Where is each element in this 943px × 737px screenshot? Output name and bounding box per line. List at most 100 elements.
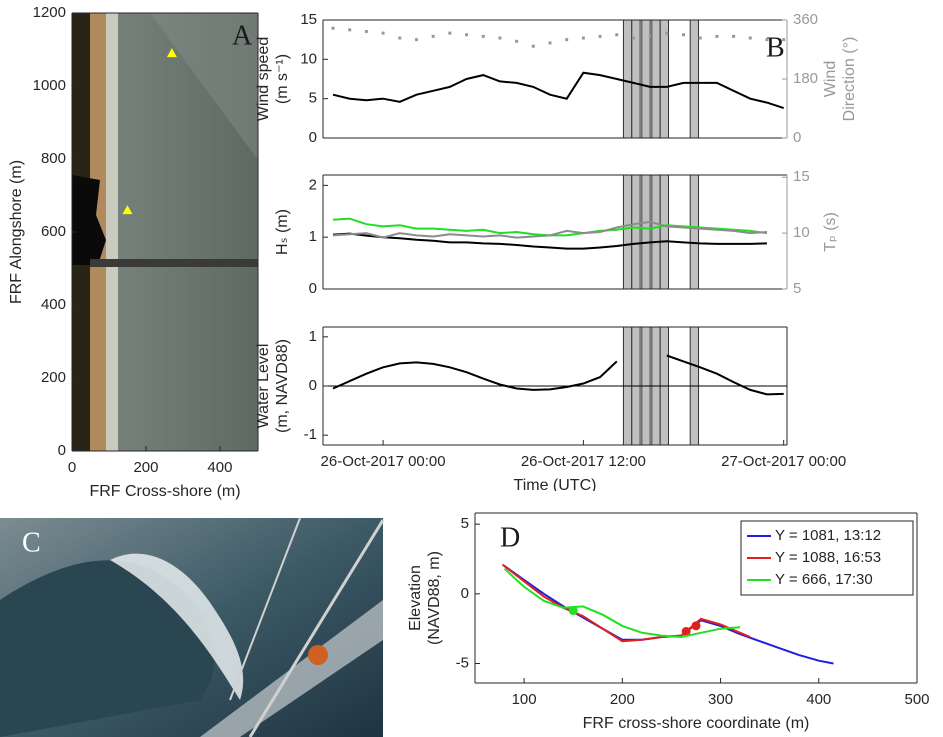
- marker: [531, 44, 535, 48]
- y-tick-label: -1: [304, 426, 317, 443]
- y-tick-label: 600: [41, 223, 66, 240]
- marker: [565, 38, 569, 42]
- y-tick-label: 0: [309, 377, 317, 394]
- point-marker: [691, 621, 701, 631]
- x-tick-label: 26-Oct-2017 00:00: [321, 453, 446, 470]
- marker: [548, 41, 552, 45]
- aerial-photo: [72, 13, 258, 451]
- y-axis-label: Elevation: [407, 565, 424, 631]
- marker: [648, 34, 652, 38]
- shaded-interval: [659, 19, 669, 139]
- y-tick-label: 200: [41, 369, 66, 386]
- plot-area: [331, 19, 786, 139]
- y2-tick-label: 5: [793, 280, 801, 297]
- x-axis-label: Time (UTC): [514, 477, 597, 494]
- x-tick-label: 400: [207, 459, 232, 476]
- legend-label: Y = 666, 17:30: [775, 571, 873, 588]
- marker: [481, 34, 485, 38]
- series-line: [503, 567, 741, 639]
- y-tick-label: 1: [309, 328, 317, 345]
- panel-label: A: [232, 20, 253, 51]
- legend-label: Y = 1081, 13:12: [775, 527, 881, 544]
- x-tick-label: 0: [68, 459, 76, 476]
- marker: [166, 48, 177, 58]
- marker: [631, 36, 635, 40]
- plot-area: [122, 48, 177, 215]
- panel: C: [22, 527, 41, 558]
- marker: [431, 34, 435, 38]
- x-tick-label: 500: [904, 691, 929, 708]
- y2-tick-label: 0: [793, 129, 801, 146]
- series-line: [332, 220, 768, 239]
- marker: [381, 31, 385, 35]
- y2-tick-label: 10: [793, 224, 810, 241]
- y-axis-label: Wind speed: [255, 37, 272, 122]
- y-tick-label: 15: [300, 11, 317, 28]
- marker: [732, 34, 736, 38]
- point-marker: [681, 626, 691, 636]
- panel: D -5 0 5 100 200 300 400 500 FRF cross-shore coor…: [407, 512, 930, 732]
- y-tick-label: 0: [309, 129, 317, 146]
- shaded-interval: [651, 174, 661, 290]
- y-tick-label: 800: [41, 150, 66, 167]
- shaded-interval: [622, 19, 633, 139]
- y2-axis-label: Wind: [822, 61, 839, 97]
- marker: [665, 31, 669, 35]
- shaded-interval: [689, 174, 700, 290]
- series-line: [332, 354, 784, 396]
- x-tick-label: 300: [708, 691, 733, 708]
- y-axis-label: (NAVD88, m): [426, 551, 443, 645]
- marker: [615, 33, 619, 37]
- marker: [715, 34, 719, 38]
- marker: [698, 36, 702, 40]
- marker: [398, 36, 402, 40]
- panel: A 0 200 400 600 800 1000 1200 0 200 400 FRF Cross-s…: [8, 4, 259, 500]
- y-axis-label: (m, NAVD88): [274, 339, 291, 433]
- marker: [515, 39, 519, 43]
- marker: [364, 29, 368, 33]
- panel: B 0 5 10 15 0 180 360 Wind speed (m s⁻¹) Wind Direc…: [255, 11, 858, 146]
- x-tick-label: 100: [512, 691, 537, 708]
- y2-axis-label: Tₚ (s): [822, 212, 839, 252]
- shaded-interval: [689, 19, 700, 139]
- marker: [782, 38, 786, 42]
- marker: [598, 34, 602, 38]
- y2-tick-label: 360: [793, 11, 818, 28]
- panel-label: D: [500, 522, 520, 553]
- panel: 0 1 2 5 10 15 Hₛ (m) Tₚ (s): [274, 168, 839, 297]
- series-line: [332, 71, 785, 110]
- wave-photo: [0, 517, 385, 737]
- y-tick-label: 0: [58, 442, 66, 459]
- shaded-interval: [651, 19, 661, 139]
- y-tick-label: 5: [309, 90, 317, 107]
- shaded-interval: [631, 174, 641, 290]
- y-axis-label: Hₛ (m): [274, 209, 291, 255]
- marker: [581, 36, 585, 40]
- y-axis-label: FRF Alongshore (m): [8, 160, 25, 304]
- y-tick-label: 10: [300, 50, 317, 67]
- shaded-interval: [622, 174, 633, 290]
- y-tick-label: 1200: [33, 4, 66, 21]
- x-axis-label: FRF Cross-shore (m): [89, 483, 240, 500]
- y-tick-label: 5: [461, 515, 469, 532]
- panel-label: B: [766, 32, 785, 63]
- y-axis-label: Water Level: [255, 344, 272, 429]
- panel: -1 0 1 26-Oct-2017 00:00 26-Oct-2017 12:00 27…: [255, 326, 846, 494]
- marker: [348, 28, 352, 32]
- y2-axis-label: Direction (°): [841, 37, 858, 122]
- y2-tick-label: 180: [793, 70, 818, 87]
- shaded-interval: [659, 174, 669, 290]
- marker: [765, 38, 769, 42]
- marker: [122, 205, 133, 215]
- shaded-interval: [641, 174, 651, 290]
- series-line: [501, 563, 751, 643]
- y-tick-label: 0: [461, 585, 469, 602]
- x-tick-label: 26-Oct-2017 12:00: [521, 453, 646, 470]
- y-tick-label: -5: [456, 654, 469, 671]
- y-tick-label: 400: [41, 296, 66, 313]
- x-tick-label: 27-Oct-2017 00:00: [721, 453, 846, 470]
- legend-label: Y = 1088, 16:53: [775, 549, 881, 566]
- marker: [748, 36, 752, 40]
- plot-area: [501, 563, 834, 665]
